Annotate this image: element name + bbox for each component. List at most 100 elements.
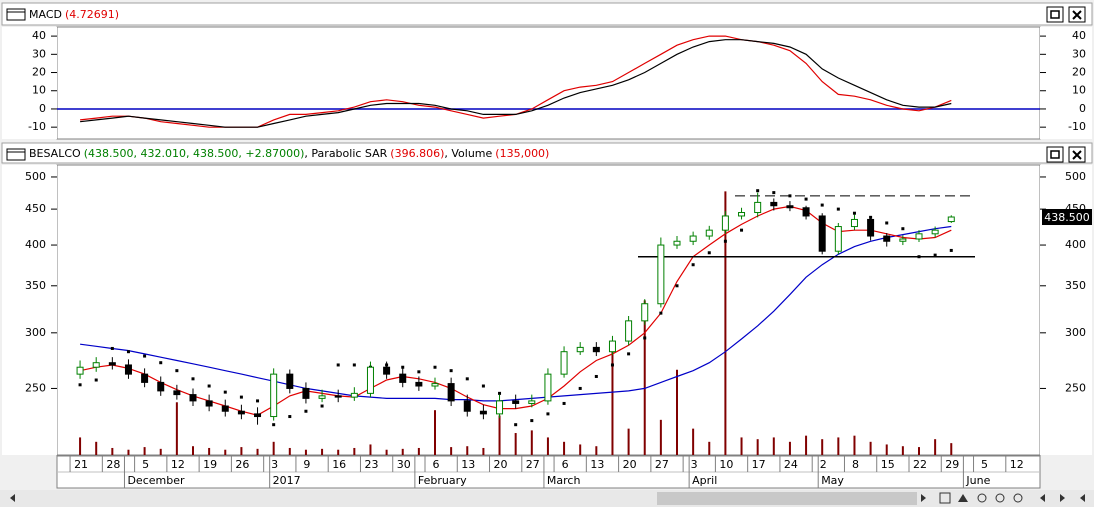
volume-bar xyxy=(369,444,372,455)
sar-dot xyxy=(578,386,582,390)
y2-tick-label: 30 xyxy=(1072,47,1086,60)
y2-tick-label: 250 xyxy=(1065,381,1086,394)
x-tick-label: 9 xyxy=(303,458,310,471)
y2-tick-label: 10 xyxy=(1072,84,1086,97)
volume-bar xyxy=(482,447,485,455)
volume-bar xyxy=(563,441,566,455)
y-tick-label: 40 xyxy=(32,29,46,42)
sar-dot xyxy=(562,401,566,405)
title-part: (4.72691) xyxy=(65,8,119,21)
zoom-out[interactable] xyxy=(995,493,1005,503)
volume-bar xyxy=(159,448,162,455)
sar-dot xyxy=(191,377,195,381)
x-tick-label: 12 xyxy=(171,458,185,471)
volume-bar xyxy=(837,437,840,455)
y2-tick-label: 20 xyxy=(1072,66,1086,79)
month-label: March xyxy=(547,474,581,487)
candle-body xyxy=(802,207,810,217)
candle-body xyxy=(512,400,520,404)
maximize-button[interactable] xyxy=(1046,6,1064,23)
volume-bar xyxy=(821,439,824,455)
candle-body xyxy=(641,303,649,322)
candle-body xyxy=(899,238,907,242)
scroll-right[interactable] xyxy=(921,494,926,502)
candle-body xyxy=(576,346,584,353)
volume-bar xyxy=(740,437,743,455)
zoom-reset[interactable] xyxy=(1013,493,1023,503)
candle-body xyxy=(205,400,213,407)
zoom-button[interactable] xyxy=(939,492,951,504)
candle-body xyxy=(657,244,665,305)
zoom-in[interactable] xyxy=(977,493,987,503)
volume-bar xyxy=(918,447,920,455)
volume-bar xyxy=(853,435,856,455)
volume-bar xyxy=(256,448,259,455)
sar-dot xyxy=(401,365,405,369)
sar-dot xyxy=(949,248,953,252)
candle-body xyxy=(931,229,939,235)
sar-dot xyxy=(336,363,340,367)
sar-dot xyxy=(78,383,82,387)
sar-dot xyxy=(288,415,292,419)
y-tick-label: 500 xyxy=(25,170,46,183)
month-label: April xyxy=(692,474,717,487)
sar-dot xyxy=(481,384,485,388)
nav-end[interactable] xyxy=(1080,494,1085,502)
scrollbar-thumb[interactable] xyxy=(657,492,917,505)
candle-body xyxy=(173,390,181,396)
scrollbar[interactable] xyxy=(0,490,1094,507)
volume-bar xyxy=(240,447,243,455)
x-tick-label: 26 xyxy=(235,458,249,471)
x-tick-label: 24 xyxy=(784,458,798,471)
y-tick-label: 400 xyxy=(25,238,46,251)
volume-bar xyxy=(546,437,549,455)
volume-bar xyxy=(724,191,727,455)
volume-bar xyxy=(288,447,291,455)
candle-body xyxy=(625,320,633,342)
candle-body xyxy=(237,410,245,415)
sar-dot xyxy=(610,363,614,367)
nav-right[interactable] xyxy=(1060,494,1065,502)
y2-tick-label: 300 xyxy=(1065,326,1086,339)
maximize-button[interactable] xyxy=(1046,146,1064,163)
panel-title-bar xyxy=(1,2,1093,26)
x-tick-label: 3 xyxy=(271,458,278,471)
volume-bar xyxy=(79,437,82,455)
sar-dot xyxy=(498,391,502,395)
volume-bar xyxy=(192,446,194,455)
title-part: (396.806) xyxy=(390,147,444,160)
x-tick-label: 8 xyxy=(852,458,859,471)
x-tick-label: 10 xyxy=(719,458,733,471)
y-tick-label: 10 xyxy=(32,84,46,97)
panel-title: MACD (4.72691) xyxy=(29,8,119,21)
candle-body xyxy=(189,394,197,402)
candle-body xyxy=(721,215,729,231)
sar-dot xyxy=(740,228,744,232)
volume-bar xyxy=(417,447,420,455)
y-tick-label: 20 xyxy=(32,66,46,79)
scroll-up[interactable] xyxy=(958,494,968,502)
candle-body xyxy=(834,226,842,252)
sar-dot xyxy=(707,251,711,255)
nav-left[interactable] xyxy=(1040,494,1045,502)
volume-bar xyxy=(611,345,614,455)
scroll-left[interactable] xyxy=(10,494,15,502)
volume-bar xyxy=(95,441,98,455)
title-part: (135,000) xyxy=(495,147,549,160)
sar-dot xyxy=(449,369,453,373)
candle-body xyxy=(705,229,713,237)
close-icon xyxy=(1072,150,1082,160)
plot-area xyxy=(56,164,1041,456)
candle-body xyxy=(479,410,487,415)
panel-icon xyxy=(6,148,26,161)
last-value-label: 438.500 xyxy=(1044,211,1090,224)
candle-body xyxy=(867,218,875,237)
x-tick-label: 15 xyxy=(881,458,895,471)
x-tick-label: 21 xyxy=(74,458,88,471)
volume-bar xyxy=(788,441,791,455)
sar-dot xyxy=(756,189,760,193)
volume-bar xyxy=(385,449,388,455)
candle-body xyxy=(608,340,616,353)
panel-icon xyxy=(6,8,26,21)
